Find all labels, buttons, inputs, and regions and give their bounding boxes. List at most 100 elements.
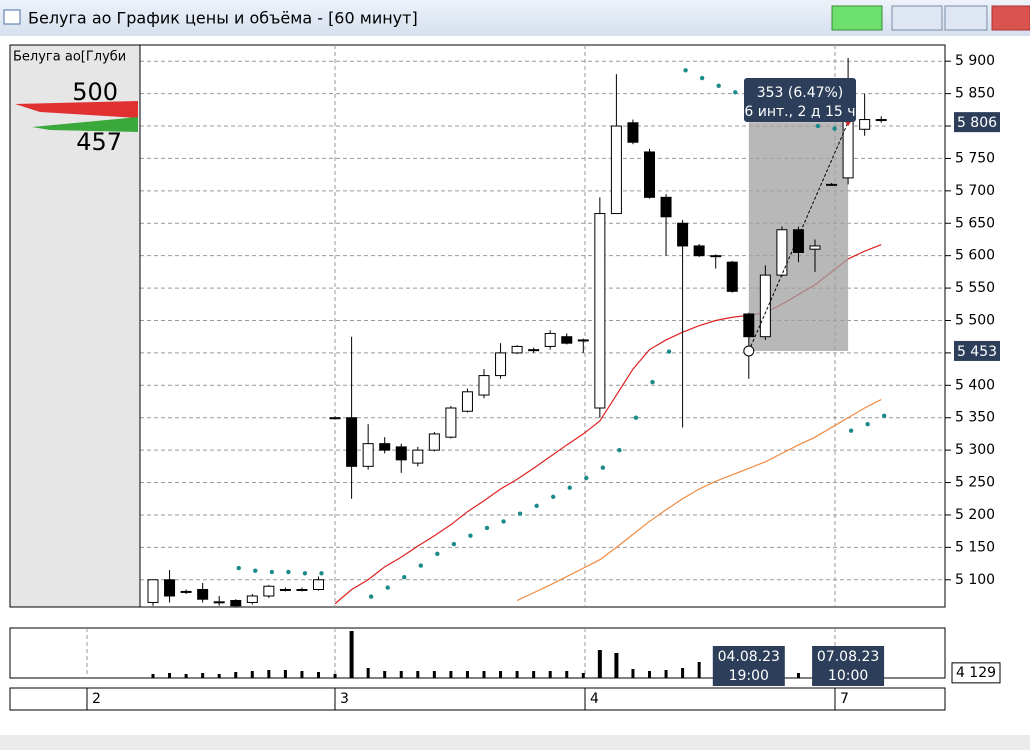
volume-bar (217, 674, 221, 678)
sar-dot (368, 594, 374, 599)
volume-bar (201, 673, 205, 678)
sar-dot (600, 465, 606, 470)
candle-body (693, 245, 705, 257)
sar-dot (418, 563, 423, 568)
candle-body (428, 433, 440, 451)
price-label-box (954, 340, 1000, 361)
depth-bg (9, 44, 141, 608)
link-button[interactable] (831, 5, 883, 31)
candle-body (875, 119, 887, 122)
volume-bar (532, 671, 536, 678)
sar-dot (815, 123, 821, 129)
candle-body (379, 443, 391, 451)
sar-dot (683, 68, 688, 73)
candle-body (279, 588, 291, 591)
y-tick-label: 5 150 (955, 539, 995, 555)
ma-slow-line (516, 399, 882, 602)
volume-bar (565, 671, 569, 678)
time-label: 10:00 (828, 668, 868, 684)
candle-body (461, 391, 473, 412)
volume-bar (366, 668, 370, 678)
volume-bar (482, 671, 486, 678)
y-tick-label: 5 200 (955, 507, 995, 523)
price-label-box (954, 112, 1000, 133)
measure-start (743, 345, 755, 357)
day-label: 4 (590, 691, 599, 707)
scrollbar[interactable] (0, 735, 1030, 750)
date-label: 07.08.23 (817, 649, 879, 665)
day-label: 2 (92, 691, 101, 707)
sar-dot (617, 447, 622, 453)
candle-body (594, 213, 606, 409)
sar-dot (633, 415, 639, 420)
measure-line (748, 121, 849, 352)
volume-bar (333, 674, 337, 678)
volume-bar (515, 671, 519, 678)
maximize-button[interactable] (944, 5, 988, 31)
minimize-button[interactable] (891, 5, 943, 31)
sar-dot (699, 75, 705, 81)
candle-body (660, 196, 672, 218)
candle-body (544, 332, 556, 347)
volume-bar (796, 673, 800, 678)
candle-body (180, 590, 192, 593)
candle-body (478, 375, 490, 396)
candle-body (743, 313, 755, 338)
price-label: 5 806 (957, 115, 997, 131)
y-tick-label: 5 100 (955, 572, 995, 588)
sar-dot (534, 503, 539, 509)
sar-dot (385, 585, 390, 590)
candle-body (627, 122, 639, 143)
candle-body (826, 183, 838, 186)
candle-body (528, 349, 540, 352)
candle-body (792, 229, 804, 253)
sar-dot (269, 569, 275, 575)
candle-body (809, 245, 821, 250)
y-tick-label: 5 500 (955, 312, 995, 328)
y-tick-label: 5 750 (955, 150, 995, 166)
volume-bar (283, 670, 287, 678)
candle-body (230, 600, 242, 607)
volume-tick-label: 4 129 (956, 665, 996, 681)
sar-dot (501, 519, 506, 524)
depth-label: Белуга ао[Глуби (13, 50, 126, 65)
sar-dot (551, 494, 556, 500)
sar-dot (567, 485, 572, 490)
volume-bar (597, 650, 602, 678)
candle-body (213, 601, 225, 604)
candle-body (197, 588, 209, 600)
volume-bar (300, 671, 304, 678)
candle-body (577, 339, 589, 342)
candle-body (329, 417, 341, 420)
volume-bar (648, 671, 651, 678)
ask-volume (15, 101, 138, 118)
time-label: 19:00 (729, 668, 769, 684)
candle-body (644, 151, 655, 198)
sar-dot (716, 83, 721, 89)
sar-dot (319, 571, 324, 576)
measure-span: 6 инт., 2 д 15 ч (744, 104, 855, 120)
volume-bar (697, 662, 701, 678)
volume-panel (9, 627, 946, 679)
candle-body (759, 274, 771, 338)
y-tick-label: 5 300 (955, 442, 995, 458)
volume-bar (267, 670, 271, 678)
y-tick-label: 5 650 (955, 215, 995, 231)
y-tick-label: 5 900 (955, 53, 995, 69)
close-button[interactable] (991, 5, 1030, 31)
bid-size: 457 (76, 128, 122, 156)
sar-dot (435, 551, 440, 557)
candle-body (495, 352, 507, 377)
volume-bar (664, 670, 668, 678)
volume-bar (184, 674, 188, 678)
measure-tooltip (744, 78, 856, 122)
sar-dot (451, 541, 457, 547)
candle-body (677, 222, 689, 247)
y-tick-label: 5 700 (955, 183, 995, 199)
candle-body (445, 407, 457, 438)
y-tick-label: 5 400 (955, 377, 995, 393)
time-axis (9, 687, 946, 711)
volume-bar (631, 669, 635, 678)
sar-dot (848, 428, 854, 433)
